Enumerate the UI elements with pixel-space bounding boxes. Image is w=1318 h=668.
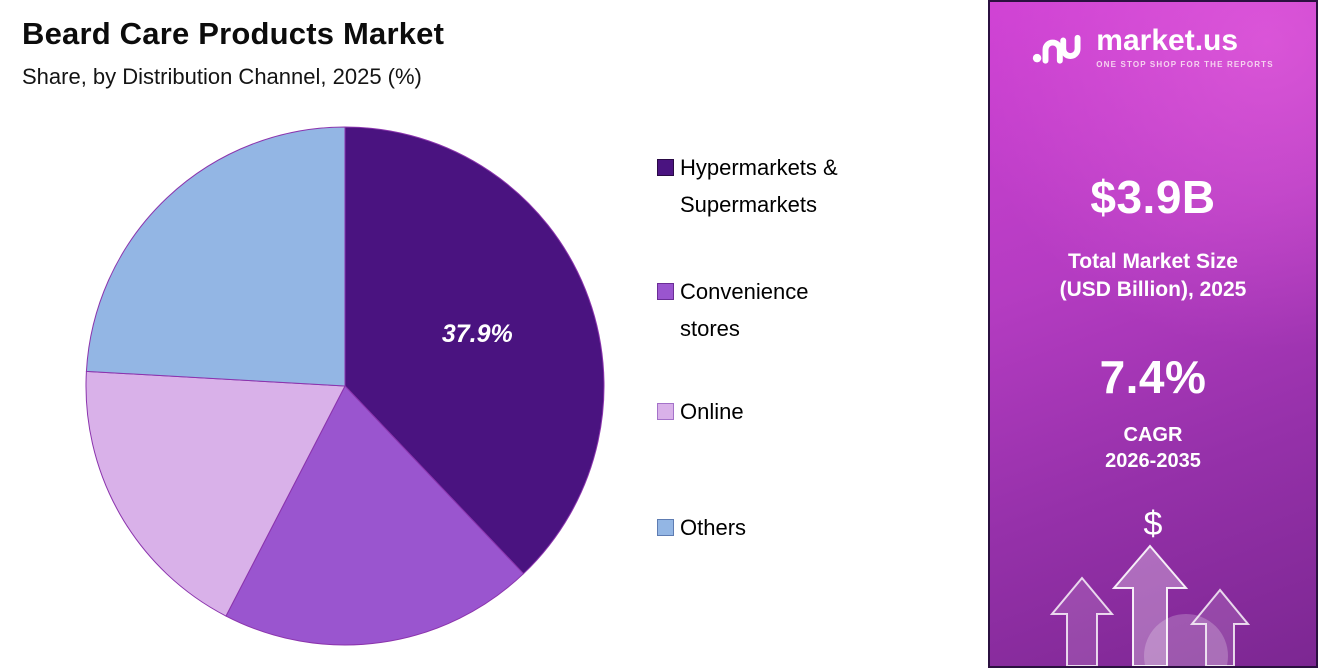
market-size-label: Total Market Size (USD Billion), 2025: [990, 248, 1316, 303]
brand-name: market.us: [1096, 24, 1239, 57]
pie-slice: [344, 126, 605, 575]
brand-panel: market.us ONE STOP SHOP FOR THE REPORTS …: [988, 0, 1318, 668]
legend-label: Online: [680, 399, 744, 424]
growth-arrows-icon: [1049, 544, 1251, 666]
legend-swatch: [657, 283, 674, 300]
market-size-label-line2: (USD Billion), 2025: [1059, 277, 1247, 301]
cagr-value: 7.4%: [1099, 351, 1207, 403]
dollar-icon: $: [1143, 505, 1163, 543]
chart-panel: Beard Care Products Market Share, by Dis…: [22, 16, 872, 646]
up-arrow-icon: [1111, 544, 1189, 666]
cagr-label-line2: 2026-2035: [1105, 450, 1201, 473]
brand-text: market.us ONE STOP SHOP FOR THE REPORTS: [1096, 24, 1274, 70]
legend-swatch: [657, 159, 674, 176]
pie-slice: [225, 385, 525, 646]
header: Beard Care Products Market Share, by Dis…: [22, 16, 444, 90]
cagr-label-line1: CAGR: [1123, 424, 1183, 446]
brand-logo-row: market.us ONE STOP SHOP FOR THE REPORTS: [990, 26, 1316, 69]
legend-label: Others: [680, 515, 747, 540]
legend-item: Online: [657, 394, 857, 431]
market-size-label-line1: Total Market Size: [1068, 250, 1238, 273]
up-arrow-icon: [1049, 576, 1115, 666]
legend-swatch: [657, 403, 674, 420]
page-subtitle: Share, by Distribution Channel, 2025 (%): [22, 64, 422, 89]
brand-tagline: ONE STOP SHOP FOR THE REPORTS: [1096, 60, 1274, 69]
page-title: Beard Care Products Market: [22, 16, 445, 51]
legend-label: Hypermarkets & Supermarkets: [680, 155, 838, 217]
market-size-value: $3.9B: [1090, 171, 1216, 223]
marketus-logo-icon: [1032, 30, 1086, 66]
legend-label: Convenience stores: [680, 279, 809, 341]
legend-item: Others: [657, 510, 857, 547]
pie-slice: [85, 370, 346, 617]
chart-legend: Hypermarkets & Supermarkets Convenience …: [657, 150, 872, 630]
pie-slice: [85, 126, 346, 387]
legend-item: Hypermarkets & Supermarkets: [657, 150, 857, 224]
pie-slice-label: 37.9%: [442, 320, 513, 348]
legend-item: Convenience stores: [657, 274, 857, 348]
pie-chart: 37.9%: [85, 126, 605, 646]
up-arrow-icon: [1189, 588, 1251, 666]
cagr-label: CAGR 2026-2035: [990, 422, 1316, 475]
legend-swatch: [657, 519, 674, 536]
